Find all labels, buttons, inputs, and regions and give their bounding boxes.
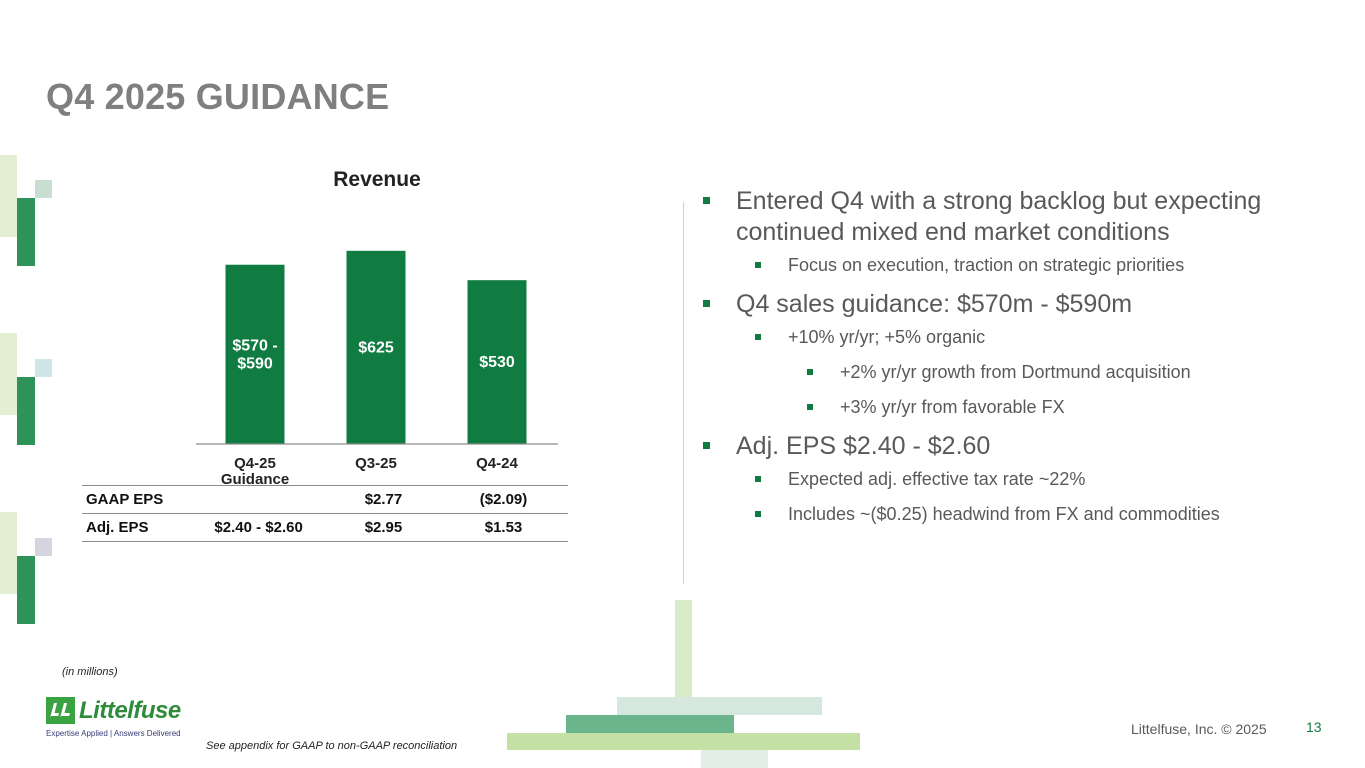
category-label: Q3-25 — [355, 455, 397, 472]
cell-q4-25: $2.40 - $2.60 — [189, 513, 328, 542]
decor-block — [617, 697, 822, 715]
company-logo: Littelfuse Expertise Applied | Answers D… — [46, 697, 196, 742]
decor-block — [17, 198, 35, 266]
square-bullet-icon — [755, 334, 761, 340]
bullet-text: Includes ~($0.25) headwind from FX and c… — [788, 504, 1220, 524]
bullet-text: Focus on execution, traction on strategi… — [788, 255, 1185, 275]
square-bullet-icon — [755, 511, 761, 517]
decor-block — [17, 377, 35, 445]
square-bullet-icon — [807, 369, 813, 375]
decor-block — [675, 600, 692, 718]
bar-data-label: $570 -$590 — [232, 337, 277, 372]
square-bullet-icon — [703, 442, 710, 449]
square-bullet-icon — [755, 476, 761, 482]
bullet-text: Q4 sales guidance: $570m - $590m — [736, 290, 1133, 318]
bullet-text: +3% yr/yr from favorable FX — [840, 397, 1065, 417]
bullet-list: Entered Q4 with a strong backlog but exp… — [703, 186, 1343, 538]
bullet-item: Entered Q4 with a strong backlog but exp… — [703, 186, 1343, 248]
decor-block — [35, 180, 52, 198]
table-row: GAAP EPS $2.77 ($2.09) — [82, 485, 568, 514]
row-label: Adj. EPS — [82, 513, 190, 542]
bullet-text: +10% yr/yr; +5% organic — [788, 327, 986, 347]
decor-block — [35, 359, 52, 377]
bullet-item: +3% yr/yr from favorable FX — [703, 396, 1343, 418]
copyright: Littelfuse, Inc. © 2025 — [1131, 721, 1267, 737]
footnote: See appendix for GAAP to non-GAAP reconc… — [206, 740, 458, 752]
bullet-item: Q4 sales guidance: $570m - $590m — [703, 289, 1343, 320]
decor-block — [0, 155, 17, 237]
chart-title: Revenue — [333, 168, 421, 191]
bullet-item: +10% yr/yr; +5% organic — [703, 326, 1343, 348]
bullet-text: +2% yr/yr growth from Dortmund acquisiti… — [840, 362, 1191, 382]
logo-mark-icon — [46, 697, 75, 724]
row-label: GAAP EPS — [82, 485, 190, 514]
decor-block — [566, 715, 734, 733]
decor-block — [507, 733, 860, 750]
cell-q4-24: $1.53 — [439, 513, 568, 542]
decor-block — [0, 512, 17, 594]
square-bullet-icon — [703, 197, 710, 204]
decor-block — [701, 750, 768, 768]
revenue-bar — [467, 280, 527, 444]
revenue-bar-chart: $570 -$590 Q4-25 Guidance $625 Q3-25 $530 Q4-2… — [196, 250, 558, 488]
square-bullet-icon — [755, 262, 761, 268]
cell-q4-24: ($2.09) — [439, 485, 568, 514]
cell-q3-25: $2.77 — [327, 485, 440, 514]
square-bullet-icon — [807, 404, 813, 410]
bullet-text: Entered Q4 with a strong backlog but exp… — [736, 187, 1262, 246]
revenue-bar — [225, 264, 285, 444]
revenue-bar — [346, 250, 406, 444]
bar-data-label: $530 — [479, 354, 515, 371]
bar-data-label: $625 — [358, 339, 394, 356]
cell-q3-25: $2.95 — [327, 513, 440, 542]
page-number: 13 — [1306, 719, 1322, 735]
bullet-item: Includes ~($0.25) headwind from FX and c… — [703, 503, 1343, 525]
category-label: Q4-25 Guidance — [221, 455, 289, 488]
cell-q4-25 — [189, 485, 328, 514]
category-label: Q4-24 — [476, 455, 518, 472]
square-bullet-icon — [703, 300, 710, 307]
logo-tagline: Expertise Applied | Answers Delivered — [46, 729, 181, 738]
decor-block — [0, 333, 17, 415]
bullet-text: Adj. EPS $2.40 - $2.60 — [736, 432, 991, 460]
logo-wordmark: Littelfuse — [79, 697, 181, 724]
bullet-text: Expected adj. effective tax rate ~22% — [788, 469, 1086, 489]
vertical-divider — [683, 202, 684, 584]
page-title: Q4 2025 GUIDANCE — [46, 76, 390, 117]
bullet-item: Focus on execution, traction on strategi… — [703, 254, 1343, 276]
table-row: Adj. EPS $2.40 - $2.60 $2.95 $1.53 — [82, 513, 568, 542]
decor-block — [17, 556, 35, 624]
bullet-item: +2% yr/yr growth from Dortmund acquisiti… — [703, 361, 1343, 383]
bullet-item: Adj. EPS $2.40 - $2.60 — [703, 431, 1343, 462]
decor-block — [35, 538, 52, 556]
eps-table: GAAP EPS $2.77 ($2.09) Adj. EPS $2.40 - … — [82, 485, 568, 542]
bullet-item: Expected adj. effective tax rate ~22% — [703, 468, 1343, 490]
units-note: (in millions) — [62, 666, 118, 678]
